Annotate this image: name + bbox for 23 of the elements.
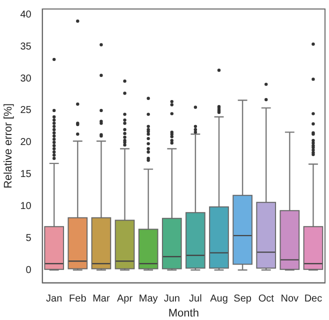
y-tick-label: 5 [26,232,32,244]
x-axis-title: Month [168,307,199,320]
x-tick-label: Aug [210,294,228,305]
y-tick-label: 0 [26,264,32,276]
y-tick-label: 10 [20,200,32,212]
x-tick-label: Apr [116,294,134,305]
x-tick-label: Oct [258,294,274,305]
y-tick-label: 20 [20,137,32,148]
y-tick-label: 35 [20,41,32,52]
y-axis-title: Relative error [%] [2,103,15,188]
x-tick-label: Nov [280,294,299,305]
x-tick-label: Sep [234,294,252,305]
x-tick-label: May [138,294,158,305]
x-tick-label: Jan [46,294,62,305]
y-tick-label: 25 [20,105,32,116]
x-tick-label: Jul [189,294,202,305]
x-tick-label: Mar [92,294,110,305]
x-tick-label: Jun [164,294,180,305]
x-tick-label: Dec [304,294,322,305]
y-tick-label: 30 [20,73,32,84]
y-tick-label: 15 [20,169,32,180]
x-tick-label: Feb [69,294,87,305]
y-tick-label: 40 [20,9,32,20]
